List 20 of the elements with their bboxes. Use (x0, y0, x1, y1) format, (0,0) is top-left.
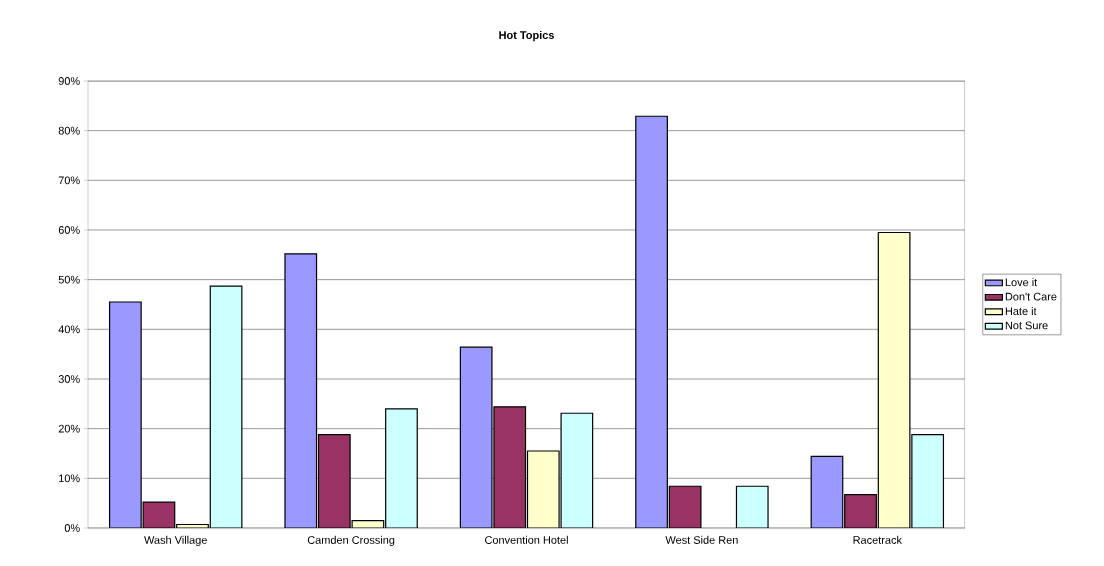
y-tick-label: 90% (58, 77, 80, 85)
y-tick-label: 0% (64, 524, 80, 532)
x-tick-label: Wash Village (144, 535, 207, 547)
y-tick-label: 70% (58, 176, 80, 185)
x-tick-label: Convention Hotel (485, 535, 568, 544)
y-tick-label: 80% (58, 126, 80, 135)
legend-label: Love it (1005, 278, 1038, 287)
x-tick-label: West Side Ren (665, 535, 738, 544)
y-tick-label: 30% (58, 375, 80, 383)
x-tick-label: Racetrack (853, 535, 902, 544)
y-tick-label: 40% (58, 325, 80, 334)
legend-label: Not Sure (1005, 321, 1048, 330)
y-tick-label: 50% (58, 275, 80, 284)
legend-label: Don't Care (1005, 292, 1057, 301)
chart-title: Hot Topics (499, 30, 554, 42)
y-tick-label: 20% (58, 424, 80, 433)
y-tick-label: 10% (59, 474, 80, 483)
x-tick-label: Camden Crossing (307, 535, 395, 547)
legend-label: Hate it (1005, 306, 1037, 316)
y-tick-label: 60% (58, 226, 80, 234)
